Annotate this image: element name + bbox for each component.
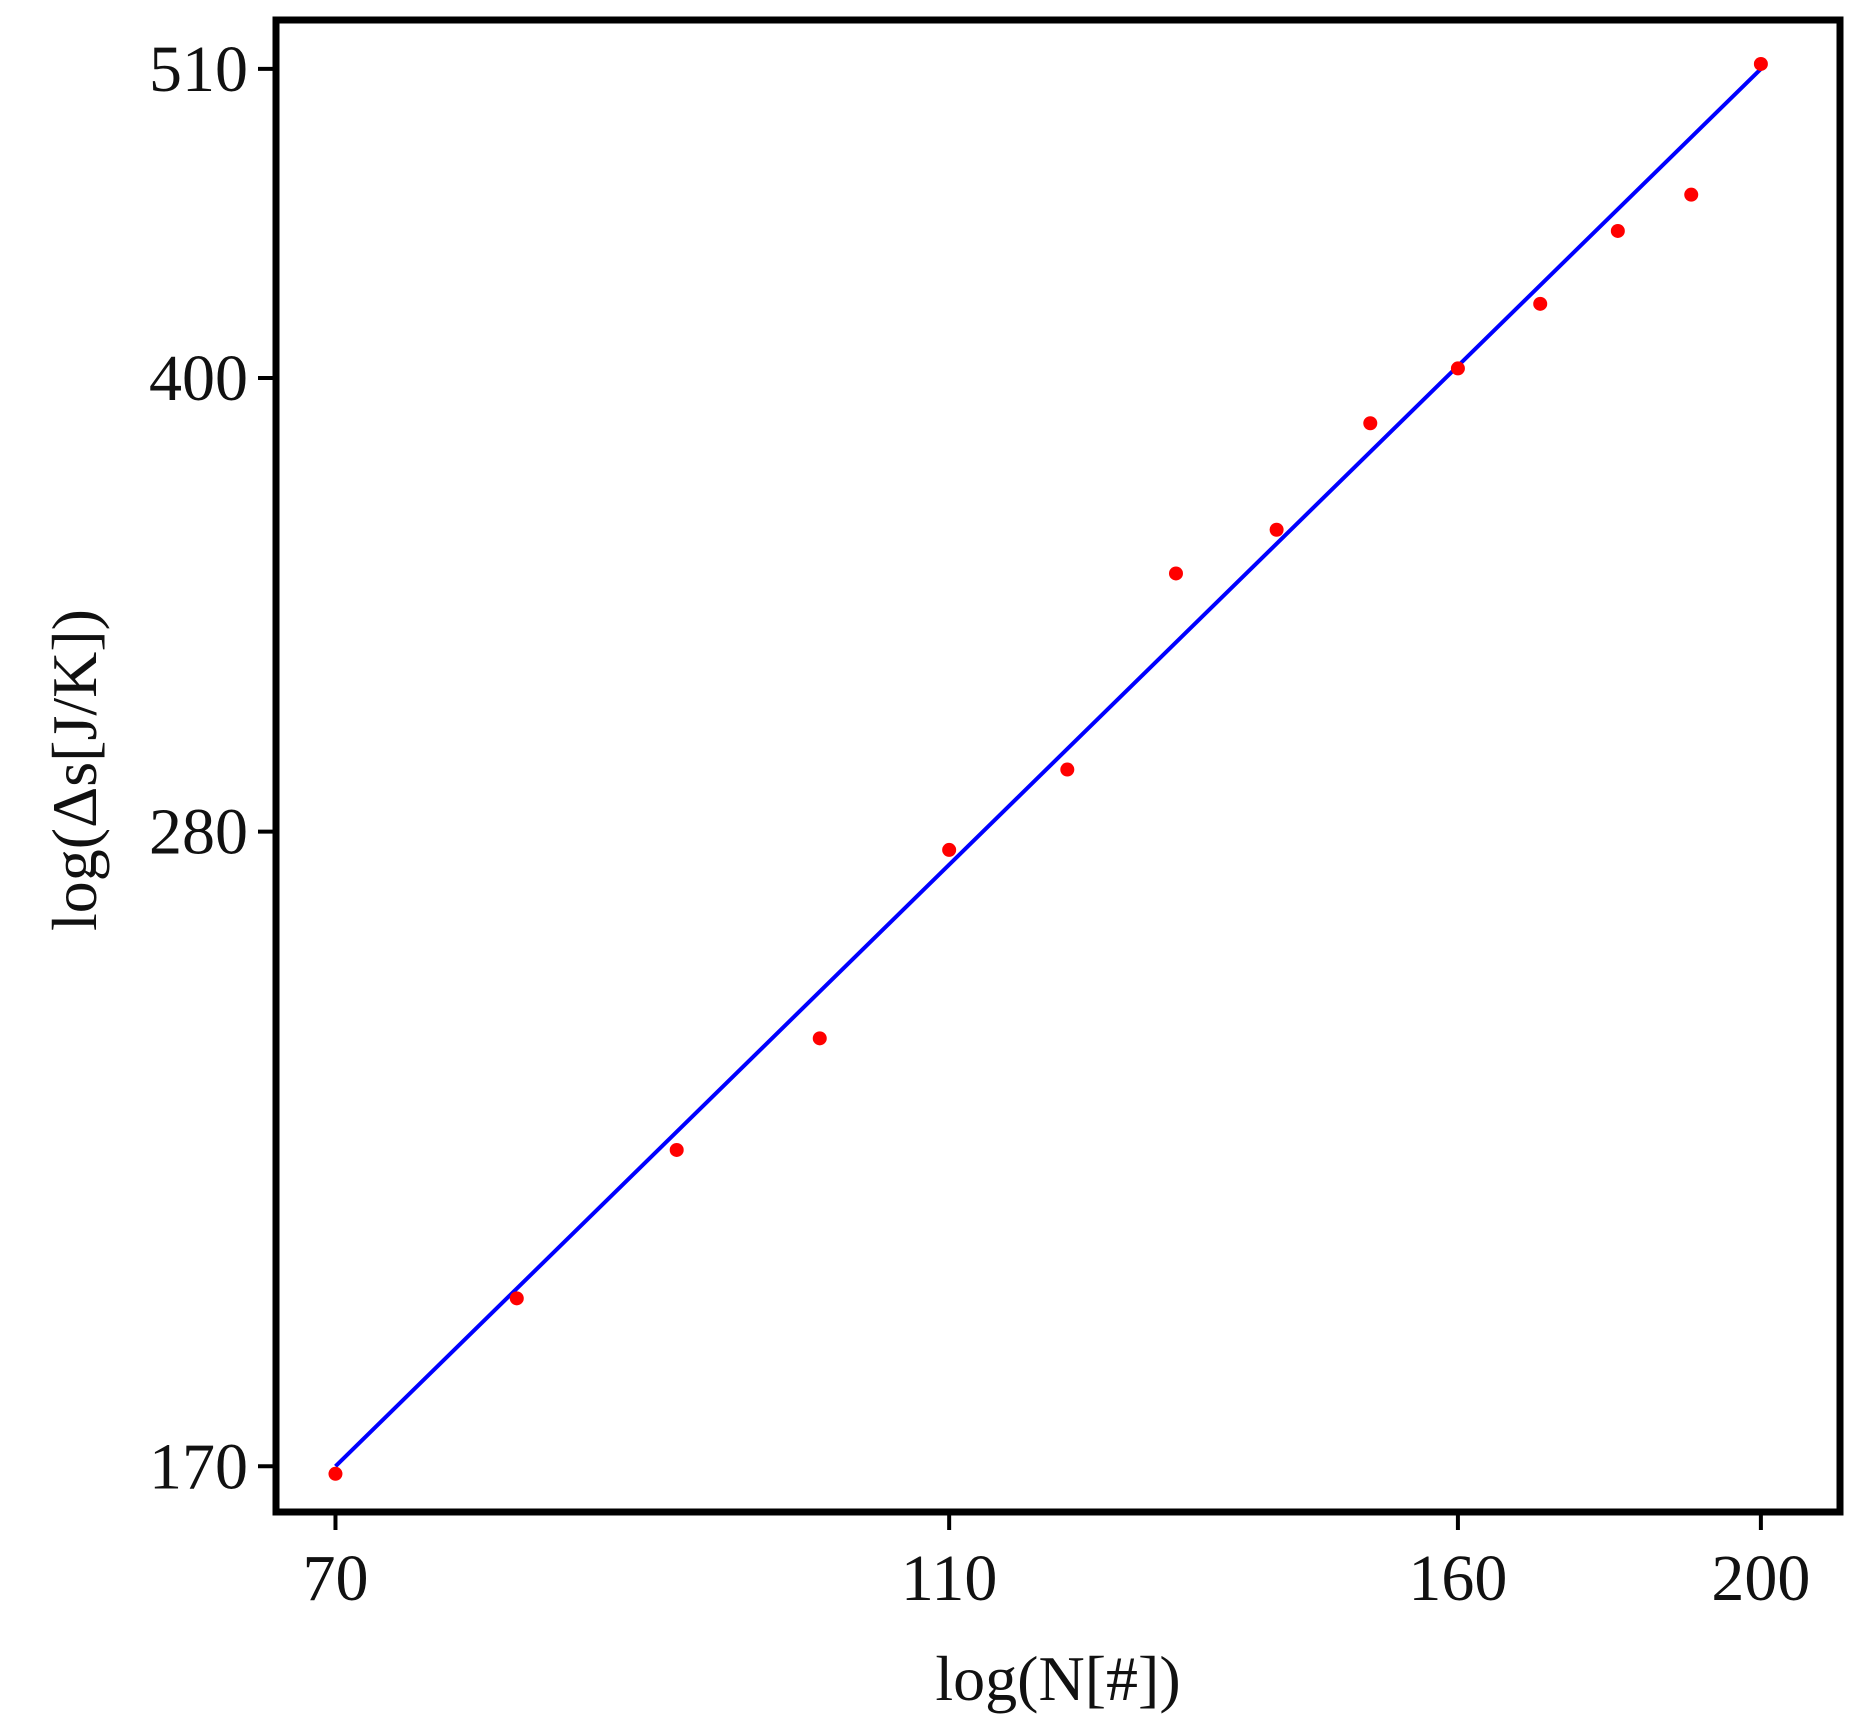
data-point	[812, 1031, 827, 1046]
data-point	[1363, 416, 1378, 431]
data-point	[1610, 223, 1625, 238]
data-point	[328, 1466, 343, 1481]
plot-frame	[272, 16, 1844, 1516]
data-point	[1269, 522, 1284, 537]
x-axis-title: log(N[#])	[935, 1643, 1180, 1714]
x-tick-label: 200	[1711, 1542, 1810, 1615]
y-axis: 170 280 400 510	[149, 33, 276, 1503]
x-tick-label: 110	[901, 1542, 998, 1615]
x-tick-label: 160	[1408, 1542, 1507, 1615]
data-point	[1533, 296, 1548, 311]
x-axis: 70 110 160 200	[302, 1512, 1810, 1615]
data-point	[942, 842, 957, 857]
data-point	[1060, 762, 1075, 777]
data-point	[669, 1142, 684, 1157]
x-tick-label: 70	[302, 1542, 368, 1615]
data-point	[509, 1291, 524, 1306]
data-point	[1684, 187, 1699, 202]
fit-line	[334, 67, 1763, 1468]
y-tick-label: 280	[149, 796, 248, 869]
y-tick-label: 400	[149, 342, 248, 415]
y-axis-title: log(Δs[J/K])	[39, 609, 110, 931]
data-point	[1753, 56, 1768, 71]
data-points-layer	[328, 56, 1768, 1481]
y-tick-label: 510	[149, 33, 248, 106]
data-point	[1168, 566, 1183, 581]
fit-line-layer	[334, 67, 1763, 1468]
y-tick-label: 170	[149, 1430, 248, 1503]
data-point	[1450, 361, 1465, 376]
